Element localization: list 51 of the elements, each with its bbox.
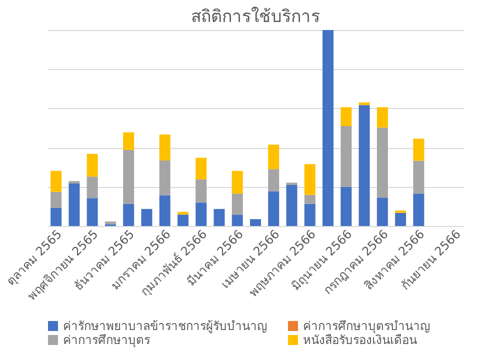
bar: [340, 186, 352, 226]
bar: [159, 160, 170, 196]
bar: [358, 102, 370, 106]
bar: [232, 194, 243, 215]
bar: [123, 204, 134, 226]
bar: [376, 198, 388, 226]
bar: [413, 160, 424, 194]
bar: [250, 219, 261, 226]
bar: [268, 169, 280, 192]
legend-label: หนังสือรับรองเงินเดือน: [303, 333, 417, 347]
legend-label: ค่ารักษาพยาบาลข้าราชการผู้รับบำนาญ: [63, 319, 267, 334]
bar: [268, 191, 280, 226]
legend-label: ค่าการศึกษาบุตรบำนาญ: [303, 319, 430, 334]
bar: [322, 30, 334, 226]
bar: [286, 182, 298, 186]
bar: [86, 154, 98, 177]
bar: [196, 179, 207, 203]
bar: [395, 212, 406, 226]
bar: [304, 164, 316, 195]
bar: [86, 176, 98, 198]
bar: [50, 192, 62, 208]
bar: [304, 194, 316, 204]
bar: [413, 194, 424, 226]
bar: [141, 208, 152, 226]
legend-label: ค่าการศึกษาบุตร: [63, 333, 151, 348]
bar: [159, 134, 170, 161]
chart-title: สถิติการใช้บริการ: [191, 6, 320, 27]
bar: [304, 204, 316, 226]
bar: [340, 126, 352, 187]
bar: [196, 158, 207, 180]
bar: [214, 208, 225, 226]
bar: [232, 170, 243, 194]
bar: [358, 105, 370, 226]
bar: [86, 198, 98, 226]
bar: [286, 185, 298, 226]
bar: [159, 195, 170, 226]
bar: [104, 221, 116, 224]
bar: [413, 138, 424, 161]
bar: [268, 144, 280, 170]
bar: [68, 183, 80, 226]
bar: [376, 128, 388, 198]
bar: [340, 107, 352, 126]
bar: [123, 150, 134, 204]
bar: [50, 170, 62, 192]
bar: [177, 214, 188, 226]
bar: [123, 132, 134, 150]
bar: [196, 202, 207, 226]
bar: [177, 212, 188, 215]
bar: [376, 107, 388, 128]
bar: [50, 208, 62, 226]
bar: [232, 214, 243, 226]
